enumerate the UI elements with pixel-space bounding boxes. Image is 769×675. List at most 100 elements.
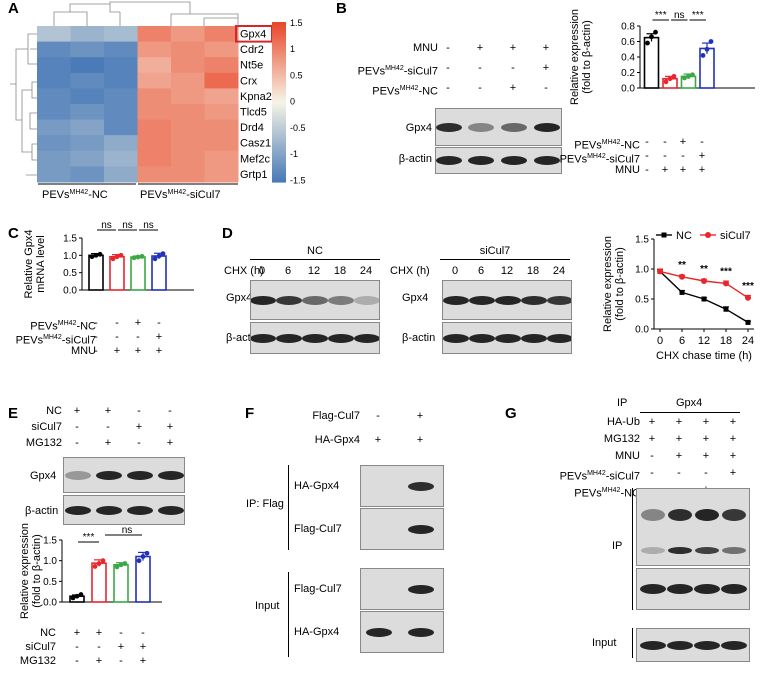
heatmap-cell — [137, 26, 172, 43]
x-tick-label: 12 — [698, 335, 710, 347]
g-row-label-0: HA-Ub — [530, 416, 640, 429]
band — [408, 584, 434, 594]
label-text: PEVs — [372, 85, 400, 98]
band — [127, 505, 153, 515]
heatmap-cell — [204, 166, 239, 183]
colorbar-segment — [272, 62, 286, 66]
colorbar-segment — [272, 139, 286, 143]
band — [354, 333, 379, 343]
y-axis-label: Relative expression — [569, 9, 581, 105]
data-point — [97, 251, 103, 257]
colorbar-segment — [272, 48, 286, 52]
colorbar-segment — [272, 179, 286, 183]
chart-row-label-0: PEVsMH42-NC — [556, 136, 640, 153]
band — [158, 505, 184, 515]
g-sign: - — [677, 467, 681, 479]
data-point — [140, 554, 146, 559]
band — [668, 509, 692, 521]
f-blot-strip — [360, 508, 444, 550]
c-sign: - — [115, 317, 119, 329]
input-side-label: Input — [592, 637, 617, 649]
f-blot-strip — [360, 568, 444, 610]
band — [468, 156, 494, 165]
sig-label: *** — [720, 266, 732, 277]
time-label: 12 — [500, 265, 514, 277]
input-side-bracket — [632, 628, 633, 658]
band — [667, 640, 693, 650]
c-sign: + — [134, 345, 142, 357]
e-chart-sign: - — [141, 627, 145, 639]
c-sign: - — [115, 331, 119, 343]
colorbar-segment — [272, 27, 286, 31]
colorbar-segment — [272, 35, 286, 39]
g-sign: + — [675, 433, 683, 445]
bar — [91, 562, 107, 603]
row-sign: - — [478, 62, 482, 74]
c-row-label-2: MNU — [8, 345, 96, 358]
colorbar-segment — [272, 22, 286, 26]
y-tick-label: 0.8 — [621, 22, 635, 33]
heatmap-cell — [137, 72, 172, 89]
label-text: PEVs — [574, 139, 602, 152]
heatmap-cell — [204, 150, 239, 167]
label-text: PEVs — [357, 65, 386, 78]
f-blot-strip — [360, 611, 444, 653]
band — [721, 640, 747, 650]
colorbar-segment — [272, 96, 286, 100]
colorbar-tick: 1.5 — [290, 18, 303, 28]
band — [495, 295, 521, 305]
heatmap-cell — [37, 88, 71, 105]
bar — [135, 555, 151, 603]
sicul7-title-rule — [440, 259, 570, 260]
heatmap-cell — [171, 104, 205, 121]
band — [436, 156, 462, 165]
data-point — [78, 592, 84, 597]
heatmap-cell — [204, 135, 239, 152]
heatmap-cell — [171, 41, 205, 58]
band — [251, 333, 276, 343]
label-text: PEVs — [574, 487, 602, 500]
heatmap-cell — [70, 72, 105, 89]
heatmap-cell — [204, 88, 239, 105]
row-label-0: MNU — [330, 42, 438, 55]
row-sign: - — [446, 82, 450, 94]
data-point — [136, 558, 142, 564]
colorbar-segment — [272, 40, 286, 44]
label-superscript: MH42 — [601, 487, 621, 494]
data-point — [100, 558, 106, 564]
data-point — [679, 289, 685, 295]
label-text: PEVs — [30, 320, 58, 333]
band — [443, 295, 469, 305]
heatmap-cell — [104, 57, 138, 74]
heatmap-cell — [137, 150, 172, 167]
colorbar-segment — [272, 38, 286, 42]
e-chart-row-label: siCul7 — [25, 641, 56, 653]
chart-sign: - — [700, 136, 704, 148]
row-dendrogram — [10, 33, 37, 176]
sig-label: ns — [122, 525, 133, 536]
heatmap-cell — [104, 104, 138, 121]
c-sign: - — [94, 317, 98, 329]
c-sign: + — [155, 345, 163, 357]
sig-label: ns — [101, 220, 112, 231]
band — [302, 295, 328, 305]
heatmap-cell — [137, 104, 172, 121]
c-sign: + — [134, 317, 142, 329]
e-sign: - — [75, 437, 79, 449]
colorbar-segment — [272, 171, 286, 175]
heatmap-cell — [104, 26, 138, 43]
data-point — [704, 46, 710, 52]
row-sign: + — [542, 42, 550, 54]
row-sign: - — [544, 82, 548, 94]
colorbar-segment — [272, 152, 286, 156]
time-label: 12 — [307, 265, 321, 277]
group-label-nc: PEVsMH42-NC — [42, 189, 108, 201]
ip-header: IP — [617, 397, 628, 409]
nc-title: NC — [307, 245, 323, 257]
colorbar-segment — [272, 120, 286, 124]
label-text: HA-Ub — [606, 416, 640, 428]
y-tick-label: 1.0 — [635, 265, 649, 276]
heatmap-cell — [204, 104, 239, 121]
band — [328, 295, 354, 305]
